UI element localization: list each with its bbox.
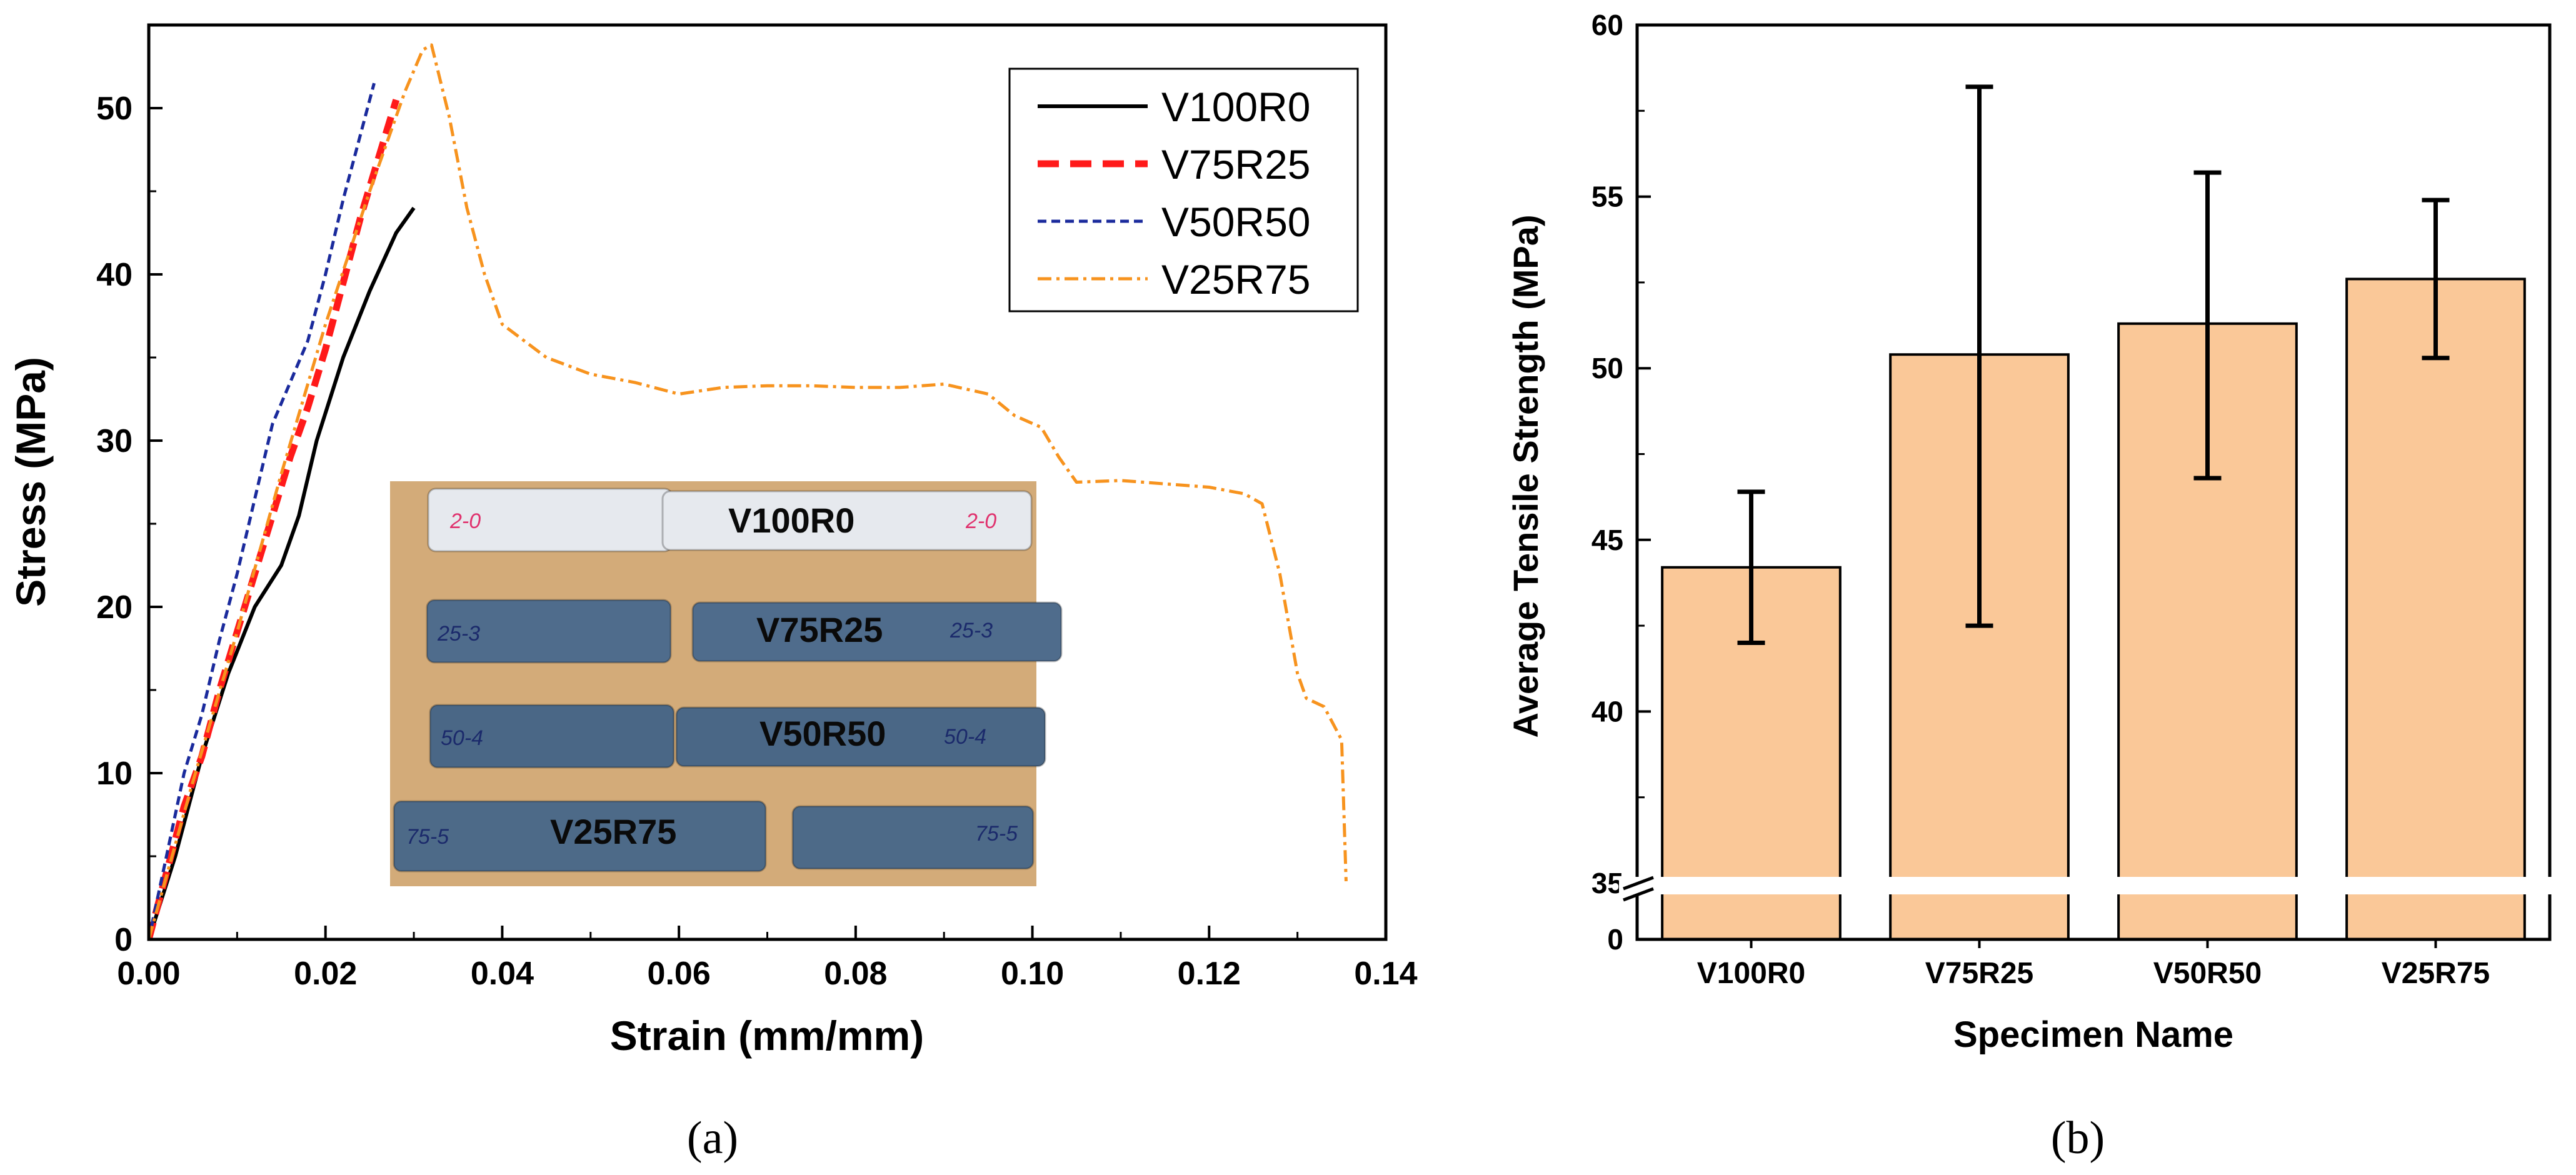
x-tick-label-a: 0.10: [1001, 956, 1064, 992]
y-tick-label-a: 20: [96, 589, 133, 626]
y-tick-label-b: 35: [1591, 867, 1623, 899]
handwritten-mark: 50-4: [944, 725, 986, 749]
legend-label-v50r50: V50R50: [1161, 199, 1311, 245]
series-line-v25r75: [149, 43, 1348, 939]
y-tick-label-a: 10: [96, 756, 133, 792]
y-tick-label-a: 40: [96, 257, 133, 293]
series-line-v100r0: [149, 206, 416, 939]
specimen-left-3: [393, 800, 767, 872]
specimen-label-v50r50: V50R50: [759, 714, 886, 753]
specimen-left-1: [426, 599, 672, 664]
y-tick-label-b: 60: [1591, 9, 1623, 41]
plot-frame-b: [1635, 23, 2552, 941]
specimen-photo-inset: 2-0 2-0 25-3 25-3 50-4 50-4 75-5 75-5 V100R0 V75R…: [390, 481, 1063, 886]
x-tick-label-a: 0.06: [648, 956, 711, 992]
tensile-strength-bar-chart: 0 35 40 45 50 55 60 V100R0 V75R25 V50R50 V25R75 S…: [1506, 9, 2557, 1164]
legend-label-v75r25: V75R25: [1161, 141, 1311, 188]
bar-v25r75: [2345, 278, 2526, 941]
y-tick-label-b: 40: [1591, 695, 1623, 728]
handwritten-mark: 75-5: [406, 825, 449, 849]
error-bar-v50r50: [2193, 170, 2222, 481]
y-tick-label-a: 0: [114, 922, 133, 958]
x-tick-label-a: 0.02: [294, 956, 357, 992]
handwritten-mark: 2-0: [449, 509, 481, 533]
category-label-v50r50: V50R50: [2153, 957, 2262, 990]
y-tick-label-a: 50: [96, 91, 133, 127]
specimen-right-0: [661, 490, 1033, 551]
specimen-left-2: [429, 704, 675, 769]
handwritten-mark: 50-4: [441, 726, 483, 750]
panel-label-b: (b): [2051, 1112, 2105, 1164]
error-bar-v100r0: [1737, 489, 1765, 646]
handwritten-mark: 25-3: [437, 622, 480, 646]
x-tick-label-a: 0.00: [117, 956, 180, 992]
x-tick-label-a: 0.04: [471, 956, 534, 992]
specimen-label-v100r0: V100R0: [728, 501, 854, 540]
x-axis-label-a: Strain (mm/mm): [610, 1012, 924, 1059]
series-line-v50r50: [149, 82, 376, 939]
error-bar-v25r75: [2422, 198, 2450, 361]
handwritten-mark: 2-0: [965, 509, 996, 533]
legend-box: [1008, 68, 1359, 312]
specimen-right-2: [675, 706, 1046, 768]
y-tick-label-a: 30: [96, 423, 133, 459]
y-tick-label-b: 50: [1591, 352, 1623, 384]
specimen-label-v25r75: V25R75: [550, 812, 676, 851]
error-bar-v75r25: [1965, 84, 1993, 628]
legend-label-v25r75: V25R75: [1161, 256, 1311, 302]
y-tick-label-b: 55: [1591, 181, 1623, 213]
handwritten-mark: 75-5: [975, 822, 1018, 846]
legend: V100R0 V75R25 V50R50 V25R75: [1008, 68, 1359, 312]
handwritten-mark: 25-3: [950, 619, 993, 642]
x-axis-label-b: Specimen Name: [1953, 1014, 2233, 1055]
category-label-v100r0: V100R0: [1697, 957, 1805, 990]
legend-label-v100r0: V100R0: [1161, 84, 1311, 130]
panel-label-a: (a): [687, 1112, 738, 1164]
stress-strain-chart: 2-0 2-0 25-3 25-3 50-4 50-4 75-5 75-5 V100R0 V75R…: [8, 23, 1418, 1164]
y-tick-label-b: 45: [1591, 524, 1623, 556]
category-label-v75r25: V75R25: [1925, 957, 2033, 990]
specimen-label-v75r25: V75R25: [756, 610, 883, 649]
y-axis-label-b: Average Tensile Strength (MPa): [1506, 214, 1545, 738]
x-tick-label-a: 0.08: [824, 956, 887, 992]
x-tick-label-a: 0.12: [1178, 956, 1241, 992]
category-label-v25r75: V25R75: [2382, 957, 2490, 990]
specimen-right-1: [691, 601, 1063, 662]
x-tick-label-a: 0.14: [1354, 956, 1417, 992]
y-axis-label-a: Stress (MPa): [8, 357, 54, 607]
specimen-right-3: [791, 805, 1035, 870]
axis-break-marker: [1619, 876, 2557, 902]
y-tick-label-b: 0: [1607, 923, 1623, 956]
